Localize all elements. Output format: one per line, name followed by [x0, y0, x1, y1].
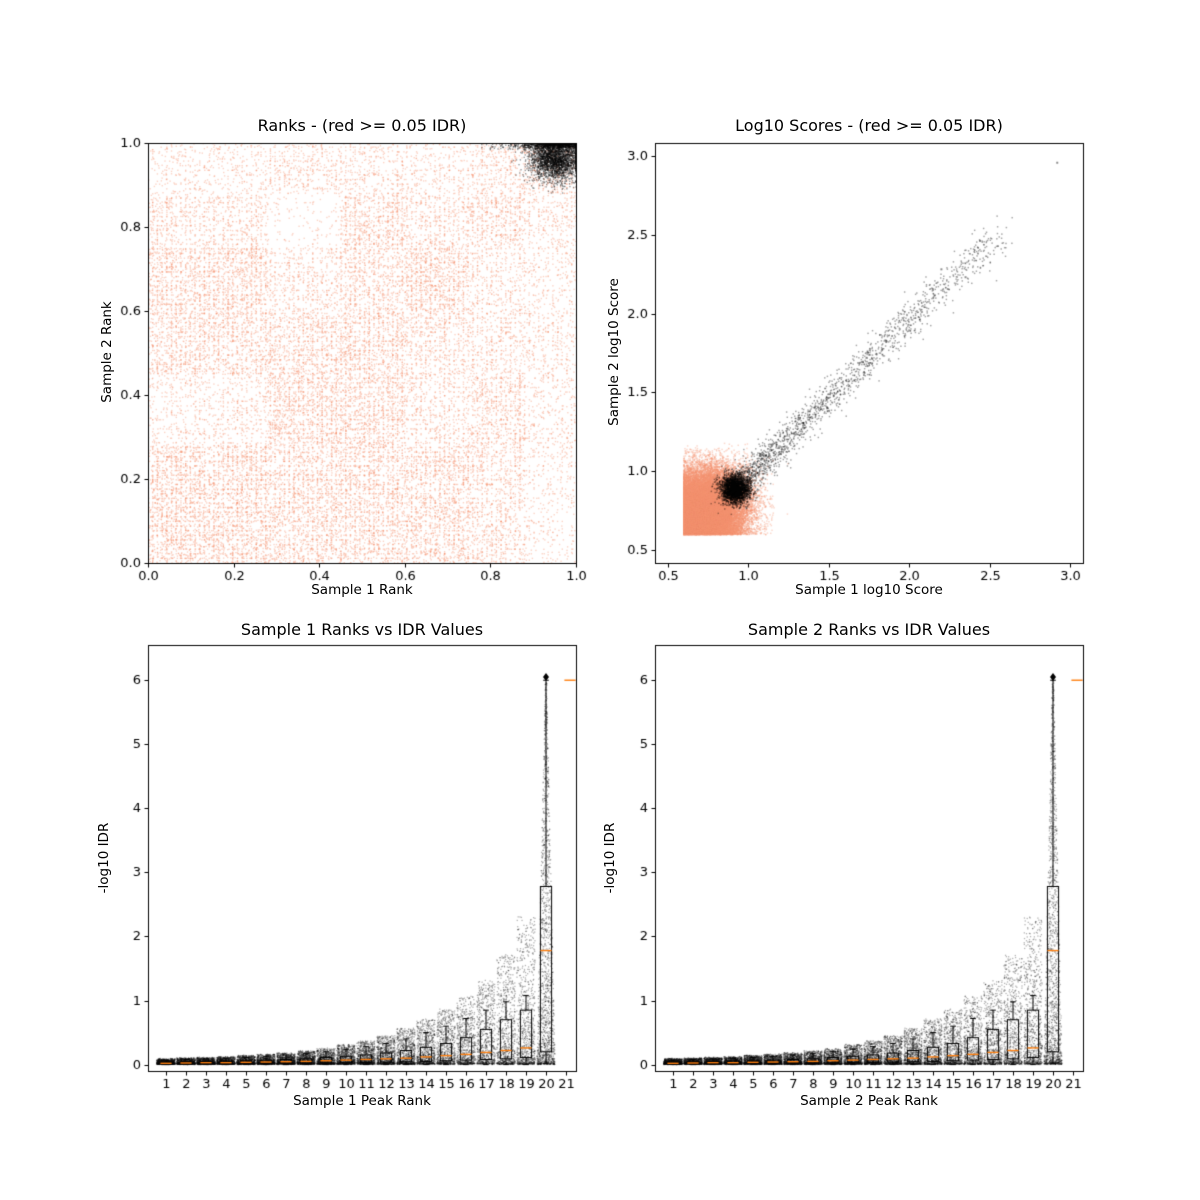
- subplot-sample2-idr: Sample 2 Ranks vs IDR Values Sample 2 Pe…: [600, 600, 1200, 1200]
- sample2-idr-plot-title: Sample 2 Ranks vs IDR Values: [747, 620, 991, 639]
- subplot-ranks: Ranks - (red >= 0.05 IDR) Sample 1 Rank …: [0, 0, 600, 600]
- scores-xaxis-label: Sample 1 log10 Score: [795, 582, 943, 598]
- sample1-idr-yaxis-label: -log10 IDR: [96, 822, 112, 894]
- sample1-idr-canvas: [0, 600, 600, 1200]
- subplot-log10-scores: Log10 Scores - (red >= 0.05 IDR) Sample …: [600, 0, 1200, 600]
- sample2-idr-canvas: [600, 600, 1200, 1200]
- ranks-yaxis-label: Sample 2 Rank: [99, 301, 115, 403]
- scores-yaxis-label: Sample 2 log10 Score: [606, 278, 622, 426]
- ranks-scatter-canvas: [0, 0, 600, 600]
- scores-plot-title: Log10 Scores - (red >= 0.05 IDR): [735, 116, 1003, 135]
- ranks-plot-title: Ranks - (red >= 0.05 IDR): [257, 116, 467, 135]
- sample1-idr-xaxis-label: Sample 1 Peak Rank: [293, 1093, 431, 1109]
- subplot-sample1-idr: Sample 1 Ranks vs IDR Values Sample 1 Pe…: [0, 600, 600, 1200]
- ranks-xaxis-label: Sample 1 Rank: [311, 582, 413, 598]
- scores-scatter-canvas: [600, 0, 1200, 600]
- sample2-idr-xaxis-label: Sample 2 Peak Rank: [800, 1093, 938, 1109]
- sample1-idr-plot-title: Sample 1 Ranks vs IDR Values: [240, 620, 484, 639]
- sample2-idr-yaxis-label: -log10 IDR: [602, 822, 618, 894]
